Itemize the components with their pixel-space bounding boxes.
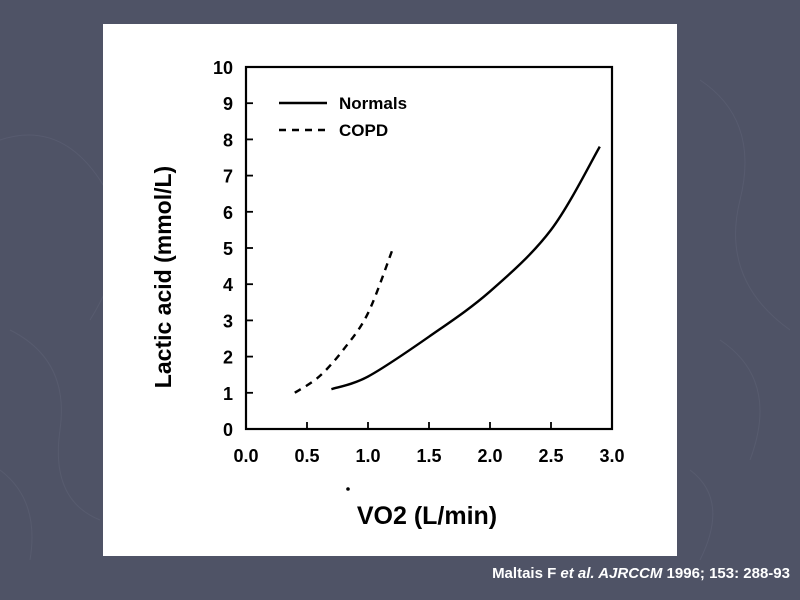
x-tick-label: 3.0 (599, 446, 624, 466)
x-tick-label: 1.0 (355, 446, 380, 466)
y-tick-label: 9 (223, 94, 233, 114)
series-line-copd (294, 249, 394, 394)
y-tick-label: 5 (223, 239, 233, 259)
y-tick-label: 6 (223, 203, 233, 223)
y-tick-label: 3 (223, 311, 233, 331)
y-tick-label: 8 (223, 130, 233, 150)
citation-etal: et al. (560, 565, 595, 582)
citation-journal: AJRCCM (594, 565, 663, 582)
lactic-acid-chart: Lactic acid (mmol/L) VO2 (L/min) 0 1 2 3 4 5 6… (150, 58, 625, 530)
x-axis-label: VO2 (L/min) (357, 502, 497, 530)
x-tick-label: 2.5 (538, 446, 563, 466)
x-tick-label: 0.0 (233, 446, 258, 466)
citation-text: Maltais F et al. AJRCCM 1996; 153: 288-9… (492, 565, 790, 582)
x-tick-label: 0.5 (294, 446, 319, 466)
figure-panel: Lactic acid (mmol/L) VO2 (L/min) 0 1 2 3 4 5 6… (103, 24, 677, 556)
y-tick-label: 7 (223, 167, 233, 187)
series-line-normals (331, 146, 601, 391)
y-tick-label: 1 (223, 384, 233, 404)
legend-label-normals: Normals (339, 94, 407, 113)
vo2-dot-accent (346, 487, 350, 491)
legend-label-copd: COPD (339, 121, 388, 140)
y-tick-label: 2 (223, 348, 233, 368)
plot-frame (244, 65, 614, 431)
y-tick-label: 4 (223, 275, 233, 295)
y-axis-label: Lactic acid (mmol/L) (150, 166, 176, 388)
citation-details: 1996; 153: 288-93 (662, 565, 790, 582)
citation-author: Maltais F (492, 565, 561, 582)
y-tick-label: 0 (223, 420, 233, 440)
x-tick-label: 1.5 (416, 446, 441, 466)
x-tick-label: 2.0 (477, 446, 502, 466)
y-tick-label: 10 (213, 58, 233, 78)
